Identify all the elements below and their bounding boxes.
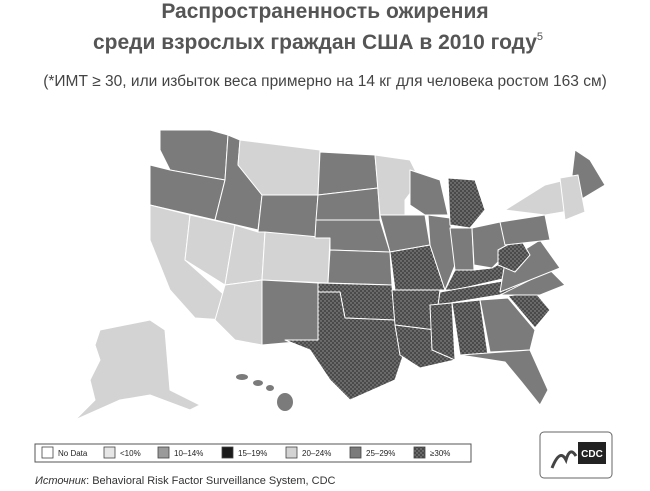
legend-swatch: [41, 446, 54, 459]
legend-label: 15–19%: [238, 449, 267, 458]
legend-box: [34, 443, 472, 463]
hawaii: [236, 374, 293, 411]
legend-label: 10–14%: [174, 449, 203, 458]
legend-swatch: [157, 446, 170, 459]
cdc-logo: CDC: [539, 431, 613, 479]
legend-swatch: [285, 446, 298, 459]
legend-label: ≥30%: [430, 449, 450, 458]
legend: No Data <10% 10–14% 15–19% 20–24% 25–29% ≥30%: [41, 446, 450, 459]
legend-swatch: [103, 446, 116, 459]
subtitle: (*ИМТ ≥ 30, или избыток веса примерно на…: [43, 73, 607, 90]
legend-swatch: [349, 446, 362, 459]
legend-label: 20–24%: [302, 449, 331, 458]
legend-label: No Data: [58, 449, 88, 458]
legend-label: <10%: [120, 449, 141, 458]
legend-label: 25–29%: [366, 449, 395, 458]
legend-swatch: [221, 446, 234, 459]
us-map: [74, 129, 606, 421]
source: Источник: Behavioral Risk Factor Surveil…: [35, 475, 336, 487]
title-line2: среди взрослых граждан США в 2010 году5: [93, 31, 543, 54]
title-line1: Распространенность ожирения: [161, 0, 488, 23]
legend-swatch: [413, 446, 426, 459]
logo-text: CDC: [581, 449, 603, 460]
